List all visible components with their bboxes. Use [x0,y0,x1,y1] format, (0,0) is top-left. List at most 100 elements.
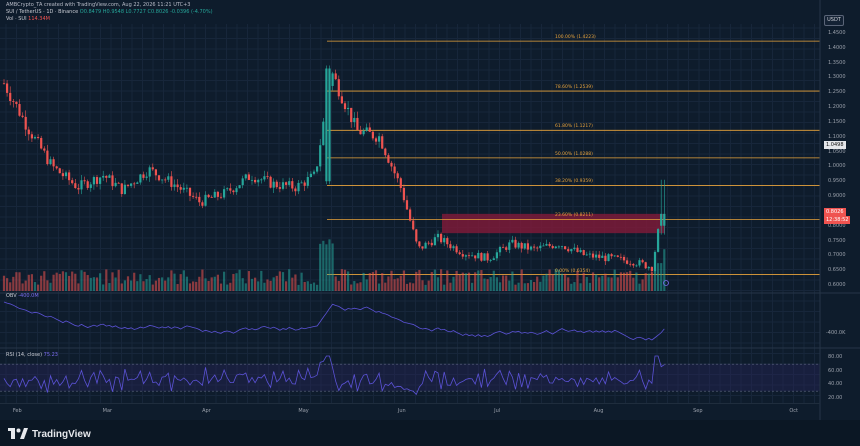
volume-bar [328,239,331,291]
candle-body [64,172,68,177]
rsi-legend: RSI (14, close) 75.23 [6,352,58,358]
candle-body [21,115,24,117]
volume-bar [430,272,433,291]
volume-bar [644,273,647,291]
price-axis-tick: 1.0500 [828,148,846,155]
volume-bar [247,271,250,291]
rsi-axis-tick: 20.00 [828,395,843,401]
candle-body [24,116,27,130]
volume-bar [440,269,443,291]
candle-body [157,175,161,181]
volume-bar [43,271,46,291]
volume-bar [185,276,188,291]
volume-bar [266,279,269,291]
volume-bar [130,280,133,291]
tradingview-logo[interactable]: TradingView [8,428,91,440]
candle-body [319,145,322,167]
tradingview-logo-icon [8,428,28,439]
volume-bar [582,272,585,291]
volume-label[interactable]: Vol · SUI [6,16,27,22]
candle-body [219,196,223,198]
time-axis-tick: Jul [494,408,501,414]
candle-body [601,255,604,258]
currency-button[interactable]: USDT [824,15,844,26]
candle-body [139,174,142,183]
candle-body [381,136,384,149]
volume-legend: Vol · SUI 114.34M [6,16,50,23]
volume-bar [232,273,235,291]
candle-body [117,182,120,184]
candle-body [275,181,278,188]
volume-bar [316,284,319,291]
candle-body [570,249,573,252]
symbol-name[interactable]: SUI / TetherUS · 1D · Binance [6,9,79,15]
volume-bar [653,264,657,291]
candle-body [306,177,309,186]
candle-body [393,166,396,174]
candle-body [105,175,108,178]
time-axis-tick: May [298,408,309,414]
candle-body [610,254,613,257]
candle-body [604,255,607,262]
volume-bar [610,277,613,291]
candle-body [632,263,635,266]
volume-bar [27,274,30,291]
volume-bar [365,279,368,291]
candle-body [108,175,111,178]
volume-bar [306,281,309,291]
candle-body [433,237,436,246]
candle-body [9,92,12,102]
volume-bar [238,269,241,291]
volume-bar [198,276,201,291]
candle-body [312,171,316,174]
candle-body [328,68,331,182]
obv-line [3,301,665,341]
candle-body [626,260,629,264]
ohlc-values: O0.8479 H0.9548 L0.7727 C0.8026 -0.0396 … [79,9,213,15]
volume-bar [309,283,312,291]
candle-body [498,246,502,253]
candle-body [508,242,511,250]
volume-bar [102,284,105,291]
volume-bar [201,269,204,291]
candle-body [378,136,381,142]
volume-bar [151,284,154,291]
candle-body [92,177,95,185]
volume-bar [18,272,21,291]
candle-body [325,68,328,182]
volume-bar [33,282,37,291]
candle-body [238,185,241,189]
volume-bar [409,282,412,291]
candle-body [210,197,213,198]
candle-body [511,239,514,243]
candle-body [554,246,557,249]
volume-bar [325,244,328,291]
volume-bar [95,277,99,291]
candle-body [641,260,644,263]
volume-bar [244,283,247,291]
candle-body [452,246,455,249]
volume-bar [114,277,117,291]
volume-bar [523,283,526,291]
obv-label[interactable]: OBV [6,293,17,299]
volume-bar [660,263,663,291]
rsi-label[interactable]: RSI (14, close) [6,352,43,358]
volume-bar [322,240,325,291]
candle-body [260,179,263,181]
candle-body [285,182,288,185]
volume-bar [539,281,542,291]
volume-bar [405,283,409,291]
time-axis[interactable] [0,403,820,420]
volume-bar [195,281,198,291]
candle-body [27,129,30,135]
volume-bar [424,284,427,291]
candle-body [294,188,297,192]
volume-bar [15,272,18,291]
volume-bar [458,274,461,291]
candle-body [229,188,232,191]
volume-bar [601,275,604,291]
candle-body [136,182,139,184]
volume-bar [554,269,557,291]
